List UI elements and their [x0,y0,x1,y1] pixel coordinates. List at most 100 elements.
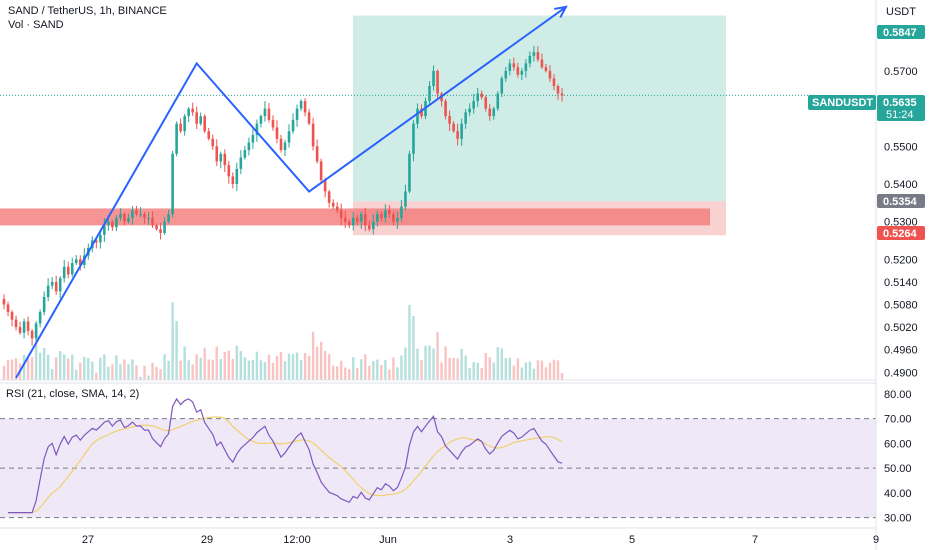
candle-body [287,131,291,143]
candle-body [18,327,22,333]
candle-body [295,108,299,120]
price-tick-label: 0.5080 [884,300,918,312]
volume-bar [540,360,544,380]
volume-bar [396,367,399,380]
candle-body [468,108,471,113]
volume-bar [291,353,295,380]
candle-body [512,63,516,68]
svg-text:51:24: 51:24 [886,109,914,121]
volume-bar [536,360,540,380]
volume-bar [14,358,18,380]
candle-body [376,214,379,222]
volume-bar [99,357,102,380]
volume-bar [219,359,222,380]
candle-body [347,221,351,226]
volume-bar [83,356,86,380]
candle-body [143,214,146,218]
rsi-tick-label: 30.00 [884,513,912,525]
support-band-rectangle[interactable] [0,208,710,226]
candle-body [392,214,395,222]
candle-body [291,119,295,132]
volume-bar [147,375,150,380]
candle-body [255,123,259,135]
volume-bar [135,365,138,380]
symbol-title[interactable]: SAND / TetherUS, 1h, BINANCE [8,5,167,17]
candle-body [78,259,82,265]
rsi-legend[interactable]: RSI (21, close, SMA, 14, 2) [6,388,140,400]
volume-bars [2,302,564,380]
time-tick-label: Jun [379,534,397,546]
candle-body [480,93,484,98]
price-scale-background[interactable] [876,0,932,550]
rsi-tick-label: 60.00 [884,438,912,450]
candle-body [524,63,528,71]
volume-bar [556,360,560,380]
volume-bar [123,359,126,380]
candle-body [335,206,339,211]
volume-bar [127,364,130,380]
volume-bar [203,347,206,380]
candle-body [452,123,455,132]
candle-body [476,93,479,102]
volume-bar [191,364,194,380]
time-tick-label: 3 [507,534,513,546]
long-position-profit-zone[interactable] [353,15,726,202]
price-tick-label: 0.5200 [884,254,918,266]
candle-body [30,330,34,339]
candle-body [460,123,463,139]
candle-body [408,153,411,192]
candle-body [123,214,126,222]
candle-body [50,281,54,286]
target-price-badge: 0.5847 [877,25,925,39]
candle-body [396,217,399,222]
candle-body [223,153,227,166]
volume-bar [488,357,491,380]
volume-legend[interactable]: Vol · SAND [8,19,64,31]
volume-bar [315,346,319,380]
volume-bar [376,359,379,380]
time-axis-ticks[interactable]: 27 29 12:00 Jun 3 5 7 9 [82,534,879,546]
candle-body [508,63,512,71]
volume-bar [552,359,556,380]
candle-body [484,97,488,109]
candle-body [355,217,359,222]
volume-bar [283,361,287,380]
volume-bar [303,352,307,380]
volume-bar [103,354,106,380]
candle-body [58,278,62,292]
volume-bar [524,362,528,380]
candle-body [171,153,174,215]
candle-body [62,266,66,279]
volume-bar [6,359,10,380]
currency-label: USDT [886,6,916,18]
volume-bar [420,360,423,380]
candle-body [199,116,203,124]
zigzag-pattern-drawing[interactable] [15,6,567,379]
volume-bar [428,345,431,380]
candle-body [227,165,231,177]
candle-body [275,127,279,139]
candle-body [500,78,504,94]
volume-bar [388,369,391,380]
volume-bar [79,362,82,380]
volume-bar [400,355,403,380]
volume-bar [484,353,487,380]
candle-body [412,123,415,154]
volume-bar [63,354,66,380]
volume-bar [416,348,419,380]
volume-bar [223,351,226,380]
candle-body [74,259,78,264]
rsi-axis-ticks: 80.00 70.00 60.00 50.00 40.00 30.00 [884,389,912,525]
volume-bar [115,355,118,380]
volume-bar [231,358,235,380]
candle-body [560,93,564,96]
volume-bar [71,354,74,380]
candle-body [175,123,178,154]
candle-body [359,214,363,222]
volume-bar [440,362,443,380]
candle-body [368,225,371,230]
candle-body [556,86,560,94]
arrow-head-icon [554,5,568,18]
volume-bar [380,365,383,380]
